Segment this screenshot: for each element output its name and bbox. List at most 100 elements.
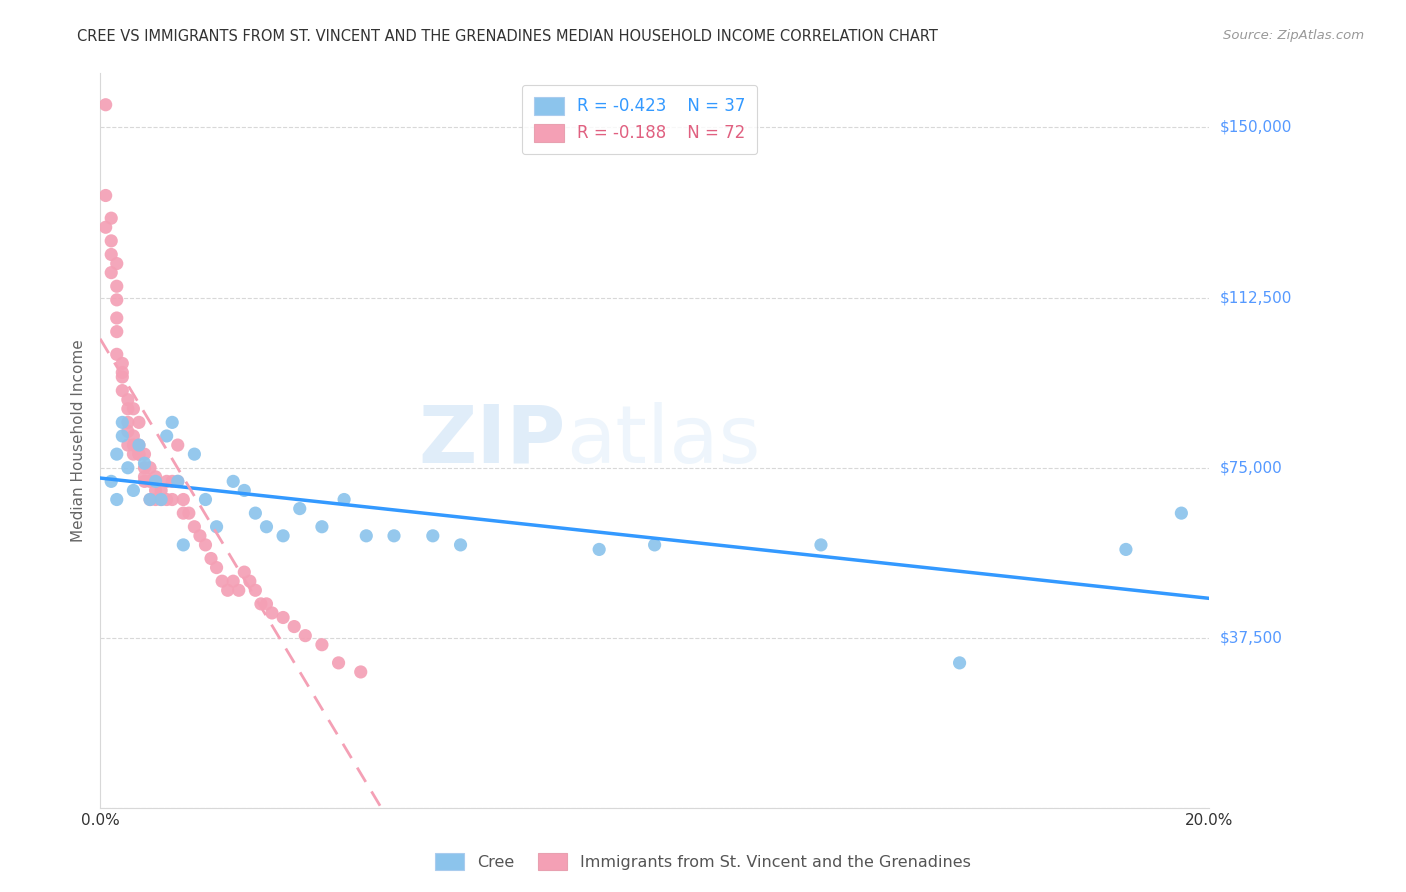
- Point: [111, 356, 134, 370]
- Text: $75,000: $75,000: [1220, 460, 1282, 475]
- Point: [283, 619, 305, 633]
- Text: atlas: atlas: [565, 401, 761, 480]
- Point: [356, 529, 378, 543]
- Point: [156, 429, 179, 443]
- Point: [128, 438, 150, 452]
- Point: [450, 538, 472, 552]
- Point: [256, 520, 278, 534]
- Point: [256, 597, 278, 611]
- Point: [122, 438, 145, 452]
- Point: [94, 188, 117, 202]
- Point: [134, 447, 156, 461]
- Point: [128, 416, 150, 430]
- Point: [271, 610, 294, 624]
- Point: [810, 538, 832, 552]
- Point: [239, 574, 262, 589]
- Point: [150, 483, 173, 498]
- Point: [172, 492, 194, 507]
- Point: [134, 456, 156, 470]
- Point: [94, 97, 117, 112]
- Point: [100, 247, 122, 261]
- Point: [422, 529, 444, 543]
- Point: [350, 665, 373, 679]
- Point: [105, 447, 128, 461]
- Text: $150,000: $150,000: [1220, 120, 1292, 135]
- Point: [105, 347, 128, 361]
- Point: [183, 520, 205, 534]
- Point: [172, 538, 194, 552]
- Legend: Cree, Immigrants from St. Vincent and the Grenadines: Cree, Immigrants from St. Vincent and th…: [429, 847, 977, 877]
- Legend: R = -0.423    N = 37, R = -0.188    N = 72: R = -0.423 N = 37, R = -0.188 N = 72: [522, 85, 758, 154]
- Point: [250, 597, 273, 611]
- Point: [111, 384, 134, 398]
- Point: [222, 574, 245, 589]
- Point: [166, 475, 188, 489]
- Point: [111, 429, 134, 443]
- Point: [166, 438, 188, 452]
- Point: [156, 492, 179, 507]
- Point: [128, 438, 150, 452]
- Text: ZIP: ZIP: [419, 401, 565, 480]
- Point: [166, 475, 188, 489]
- Point: [105, 293, 128, 307]
- Point: [150, 492, 173, 507]
- Point: [117, 416, 139, 430]
- Point: [177, 506, 200, 520]
- Point: [105, 279, 128, 293]
- Point: [122, 483, 145, 498]
- Point: [1115, 542, 1137, 557]
- Point: [94, 220, 117, 235]
- Point: [128, 447, 150, 461]
- Point: [134, 460, 156, 475]
- Point: [233, 565, 256, 579]
- Point: [100, 211, 122, 226]
- Point: [117, 438, 139, 452]
- Point: [122, 401, 145, 416]
- Point: [328, 656, 350, 670]
- Point: [105, 492, 128, 507]
- Point: [644, 538, 666, 552]
- Point: [1170, 506, 1192, 520]
- Point: [122, 429, 145, 443]
- Point: [222, 475, 245, 489]
- Point: [160, 416, 183, 430]
- Text: $37,500: $37,500: [1220, 631, 1284, 646]
- Point: [188, 529, 211, 543]
- Point: [160, 492, 183, 507]
- Point: [200, 551, 222, 566]
- Point: [311, 520, 333, 534]
- Point: [245, 583, 267, 598]
- Point: [139, 460, 162, 475]
- Point: [139, 492, 162, 507]
- Point: [105, 256, 128, 270]
- Point: [588, 542, 610, 557]
- Text: $112,500: $112,500: [1220, 290, 1292, 305]
- Point: [128, 447, 150, 461]
- Text: CREE VS IMMIGRANTS FROM ST. VINCENT AND THE GRENADINES MEDIAN HOUSEHOLD INCOME C: CREE VS IMMIGRANTS FROM ST. VINCENT AND …: [77, 29, 938, 45]
- Point: [194, 492, 217, 507]
- Point: [233, 483, 256, 498]
- Point: [139, 475, 162, 489]
- Point: [105, 311, 128, 326]
- Point: [100, 234, 122, 248]
- Point: [294, 629, 316, 643]
- Point: [139, 492, 162, 507]
- Point: [172, 506, 194, 520]
- Point: [145, 492, 167, 507]
- Point: [333, 492, 356, 507]
- Point: [111, 366, 134, 380]
- Point: [100, 266, 122, 280]
- Point: [311, 638, 333, 652]
- Point: [211, 574, 233, 589]
- Point: [117, 401, 139, 416]
- Y-axis label: Median Household Income: Median Household Income: [72, 339, 86, 542]
- Point: [948, 656, 970, 670]
- Point: [228, 583, 250, 598]
- Point: [156, 475, 179, 489]
- Point: [183, 447, 205, 461]
- Point: [145, 470, 167, 484]
- Point: [145, 475, 167, 489]
- Point: [382, 529, 405, 543]
- Point: [111, 416, 134, 430]
- Point: [111, 370, 134, 384]
